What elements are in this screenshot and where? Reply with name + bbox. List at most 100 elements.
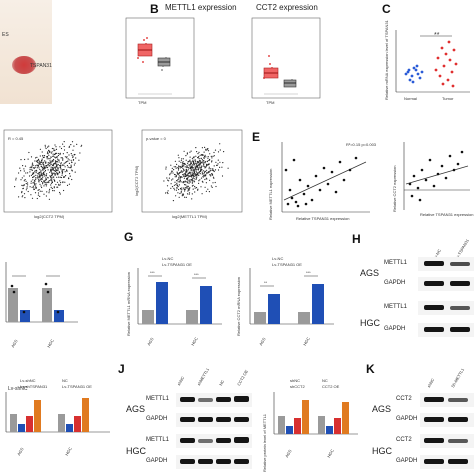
scatter-point <box>38 160 41 162</box>
scatter-point <box>37 165 40 167</box>
scatter-point <box>192 168 194 170</box>
scatter-point <box>42 161 44 163</box>
scatter-point <box>44 182 46 184</box>
scatter-point <box>196 165 198 167</box>
scatter-point <box>33 167 35 170</box>
scatter-point <box>35 185 37 187</box>
scatter-point <box>205 149 207 151</box>
panel-k-band <box>448 439 468 443</box>
scatter-point <box>193 157 195 159</box>
panel-e-left-ylabel: Relative METTL1 expression <box>268 168 273 220</box>
scatter-point <box>208 191 210 193</box>
panel-e-left-xlabel: Relative TSPAN31 expression <box>296 216 350 221</box>
scatter-point <box>191 182 193 184</box>
scatter-point <box>197 160 199 163</box>
scatter-point <box>33 175 35 177</box>
scatter-point <box>37 192 40 194</box>
scatter-point <box>40 166 43 168</box>
scatter-point <box>184 180 186 182</box>
scatter-point <box>185 171 187 174</box>
scatter-point <box>205 182 207 184</box>
scatter-point <box>191 174 193 177</box>
scatter-point <box>53 158 55 161</box>
scatter-point <box>21 192 23 194</box>
scatter-point <box>23 184 25 186</box>
scatter-point <box>189 181 191 183</box>
scatter-point <box>56 172 58 175</box>
scatter-point <box>64 181 66 183</box>
scatter-point <box>190 181 192 183</box>
scatter-point <box>181 195 183 197</box>
scatter-point <box>54 172 56 174</box>
scatter-point <box>45 165 47 167</box>
scatter-point <box>55 183 57 186</box>
scatter-point <box>60 176 63 179</box>
scatter-point <box>44 171 46 173</box>
panel-j-strip-1 <box>176 393 252 407</box>
scatter-point <box>186 153 188 155</box>
scatter-point <box>57 168 59 170</box>
scatter-point <box>163 180 165 182</box>
panel-j-band <box>234 459 249 464</box>
scatter-point <box>186 185 188 187</box>
scatter-point <box>59 180 61 182</box>
scatter-point <box>196 171 198 174</box>
scatter-point <box>198 158 200 160</box>
scatter-point <box>189 175 191 177</box>
scatter-point <box>18 172 20 174</box>
panel-c-significance: ** <box>434 32 440 39</box>
scatter-point <box>21 184 23 186</box>
scatter-point <box>34 177 37 179</box>
scatter-point <box>43 193 45 195</box>
scatter-point <box>54 160 57 162</box>
scatter-point <box>209 174 211 176</box>
scatter-point <box>176 187 178 189</box>
scatter-point <box>38 167 40 169</box>
scatter-point <box>34 160 36 162</box>
scatter-point <box>208 166 210 168</box>
scatter-point <box>29 169 31 171</box>
scatter-point <box>182 194 184 196</box>
scatter-point <box>34 184 36 186</box>
scatter-point <box>186 193 189 195</box>
scatter-point <box>193 163 195 165</box>
panel-g-left-legend-2: Lv-TSPAN31 OE <box>162 262 192 267</box>
scatter-point <box>46 156 49 158</box>
scatter-point <box>201 169 203 171</box>
scatter-point <box>45 185 47 187</box>
scatter-point <box>202 160 204 162</box>
scatter-point <box>21 177 23 179</box>
scatter-point <box>219 166 221 168</box>
scatter-point <box>69 167 71 169</box>
scatter-point <box>29 186 31 188</box>
scatter-point <box>201 171 203 173</box>
scatter-point <box>40 171 42 173</box>
scatter-point <box>193 169 195 171</box>
panel-c-group-tumor: Tumor <box>442 96 454 101</box>
scatter-point <box>209 179 211 181</box>
scatter-point <box>42 155 44 157</box>
scatter-point <box>178 157 180 159</box>
panel-h-protein-4: GAPDH <box>384 326 406 332</box>
scatter-point <box>56 181 59 183</box>
panel-g-right-legend-2: Lv-TSPAN31 OE <box>272 262 302 267</box>
scatter-point <box>184 189 186 191</box>
scatter-point <box>187 169 189 171</box>
panel-k-band <box>448 417 468 422</box>
scatter-point <box>206 172 208 175</box>
scatter-point <box>187 174 189 176</box>
scatter-point <box>31 163 33 165</box>
scatter-point <box>67 160 69 162</box>
scatter-point <box>201 154 203 156</box>
scatter-point <box>205 190 207 192</box>
scatter-point <box>203 151 205 153</box>
scatter-point <box>213 155 215 157</box>
scatter-point <box>217 169 220 171</box>
scatter-point <box>54 173 56 175</box>
scatter-point <box>32 164 34 166</box>
scatter-point <box>190 161 192 163</box>
scatter-point <box>59 153 61 156</box>
scatter-point <box>33 172 35 174</box>
scatter-point <box>177 173 179 175</box>
scatter-point <box>31 176 34 179</box>
